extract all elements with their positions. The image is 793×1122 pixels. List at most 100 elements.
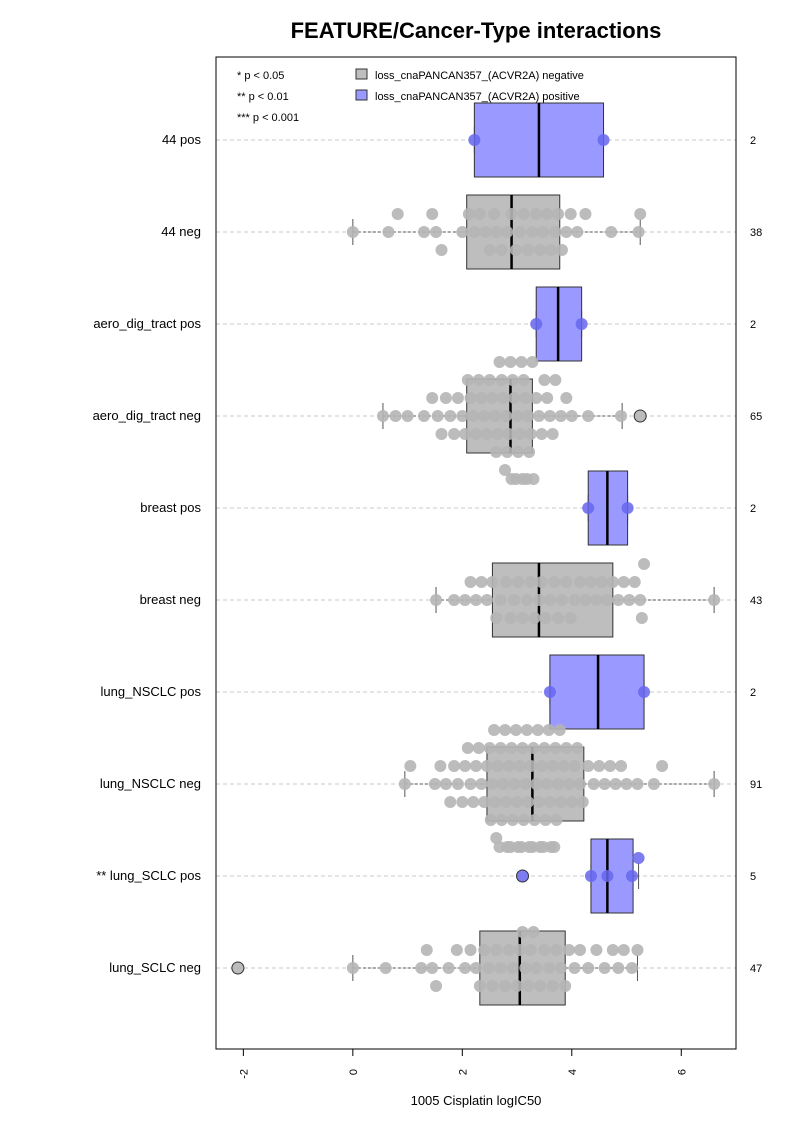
data-point <box>609 778 622 790</box>
x-tick-label: 2 <box>457 1069 469 1075</box>
group-n-label: 2 <box>750 503 756 515</box>
data-point <box>389 410 402 422</box>
data-point <box>565 796 578 808</box>
group-labels: 44 pos 2 44 neg 38 aero_dig_tract pos 2 aero_d… <box>93 132 763 975</box>
data-point <box>418 226 430 238</box>
data-point <box>398 778 411 790</box>
data-point <box>479 226 492 238</box>
data-point <box>621 502 634 514</box>
data-point <box>560 226 573 238</box>
data-point <box>428 778 441 790</box>
x-tick-label: 6 <box>676 1069 688 1075</box>
data-point <box>517 374 530 386</box>
data-point <box>497 778 510 790</box>
data-point <box>489 796 502 808</box>
data-point <box>527 473 540 485</box>
data-point <box>546 760 559 772</box>
group-label: aero_dig_tract neg <box>93 408 201 423</box>
data-point <box>430 226 443 238</box>
data-point <box>563 944 576 956</box>
data-point <box>532 410 545 422</box>
data-point <box>486 778 499 790</box>
data-point <box>513 428 526 440</box>
data-point <box>597 134 610 146</box>
data-point <box>499 724 512 736</box>
data-point <box>478 796 491 808</box>
group-label: breast neg <box>140 592 201 607</box>
data-point <box>647 778 660 790</box>
data-point <box>526 356 539 368</box>
x-axis-label: 1005 Cisplatin logIC50 <box>411 1093 542 1108</box>
group-n-label: 91 <box>750 779 762 791</box>
data-point <box>382 226 395 238</box>
data-point <box>493 356 506 368</box>
data-point <box>401 410 414 422</box>
legend-swatch <box>355 68 368 80</box>
data-point <box>520 724 533 736</box>
data-point <box>606 944 619 956</box>
data-point <box>516 612 529 624</box>
data-point <box>470 428 482 440</box>
data-point <box>708 594 721 606</box>
data-point <box>434 760 447 772</box>
data-point <box>483 244 496 256</box>
data-point <box>511 410 524 422</box>
data-point <box>475 576 488 588</box>
data-point <box>552 778 565 790</box>
data-point <box>554 962 567 974</box>
data-point <box>623 594 636 606</box>
data-point <box>430 980 443 992</box>
data-point <box>431 410 444 422</box>
data-point <box>590 594 603 606</box>
data-point <box>535 428 548 440</box>
data-point <box>491 760 504 772</box>
data-point <box>467 410 480 422</box>
data-point <box>542 962 555 974</box>
data-point <box>508 778 521 790</box>
x-tick-label: 4 <box>567 1069 579 1075</box>
data-point <box>480 760 493 772</box>
data-point <box>473 980 486 992</box>
data-point <box>379 962 392 974</box>
data-point <box>576 796 589 808</box>
data-point <box>435 244 448 256</box>
data-point <box>464 392 477 404</box>
data-point <box>506 962 519 974</box>
data-point <box>550 814 563 826</box>
legend-swatch <box>355 89 368 101</box>
data-point <box>543 686 556 698</box>
group-n-label: 5 <box>750 871 756 883</box>
data-point <box>448 760 461 772</box>
data-point <box>482 962 495 974</box>
significance-legend-item: ** p < 0.01 <box>237 91 289 103</box>
data-point <box>444 410 457 422</box>
data-point <box>439 778 452 790</box>
data-point <box>571 226 584 238</box>
data-point <box>516 742 529 754</box>
data-point <box>488 724 501 736</box>
data-point <box>626 962 638 974</box>
data-point <box>495 244 508 256</box>
data-point <box>520 594 533 606</box>
data-point <box>489 410 502 422</box>
data-point <box>560 576 573 588</box>
data-point <box>456 410 469 422</box>
data-point <box>560 392 573 404</box>
data-point <box>501 226 514 238</box>
data-point <box>555 244 568 256</box>
chart-title: FEATURE/Cancer-Type interactions <box>291 18 662 43</box>
data-point <box>509 724 522 736</box>
data-point <box>543 796 556 808</box>
data-point <box>582 410 595 422</box>
data-point <box>601 870 614 882</box>
data-point <box>494 594 507 606</box>
data-point <box>486 980 499 992</box>
data-point <box>519 392 532 404</box>
data-point <box>557 760 570 772</box>
data-point <box>574 778 586 790</box>
legend-label: loss_cnaPANCAN357_(ACVR2A) positive <box>375 91 580 103</box>
data-point <box>506 814 519 826</box>
group-n-label: 2 <box>750 135 756 147</box>
data-point <box>391 208 404 220</box>
data-point <box>564 612 577 624</box>
